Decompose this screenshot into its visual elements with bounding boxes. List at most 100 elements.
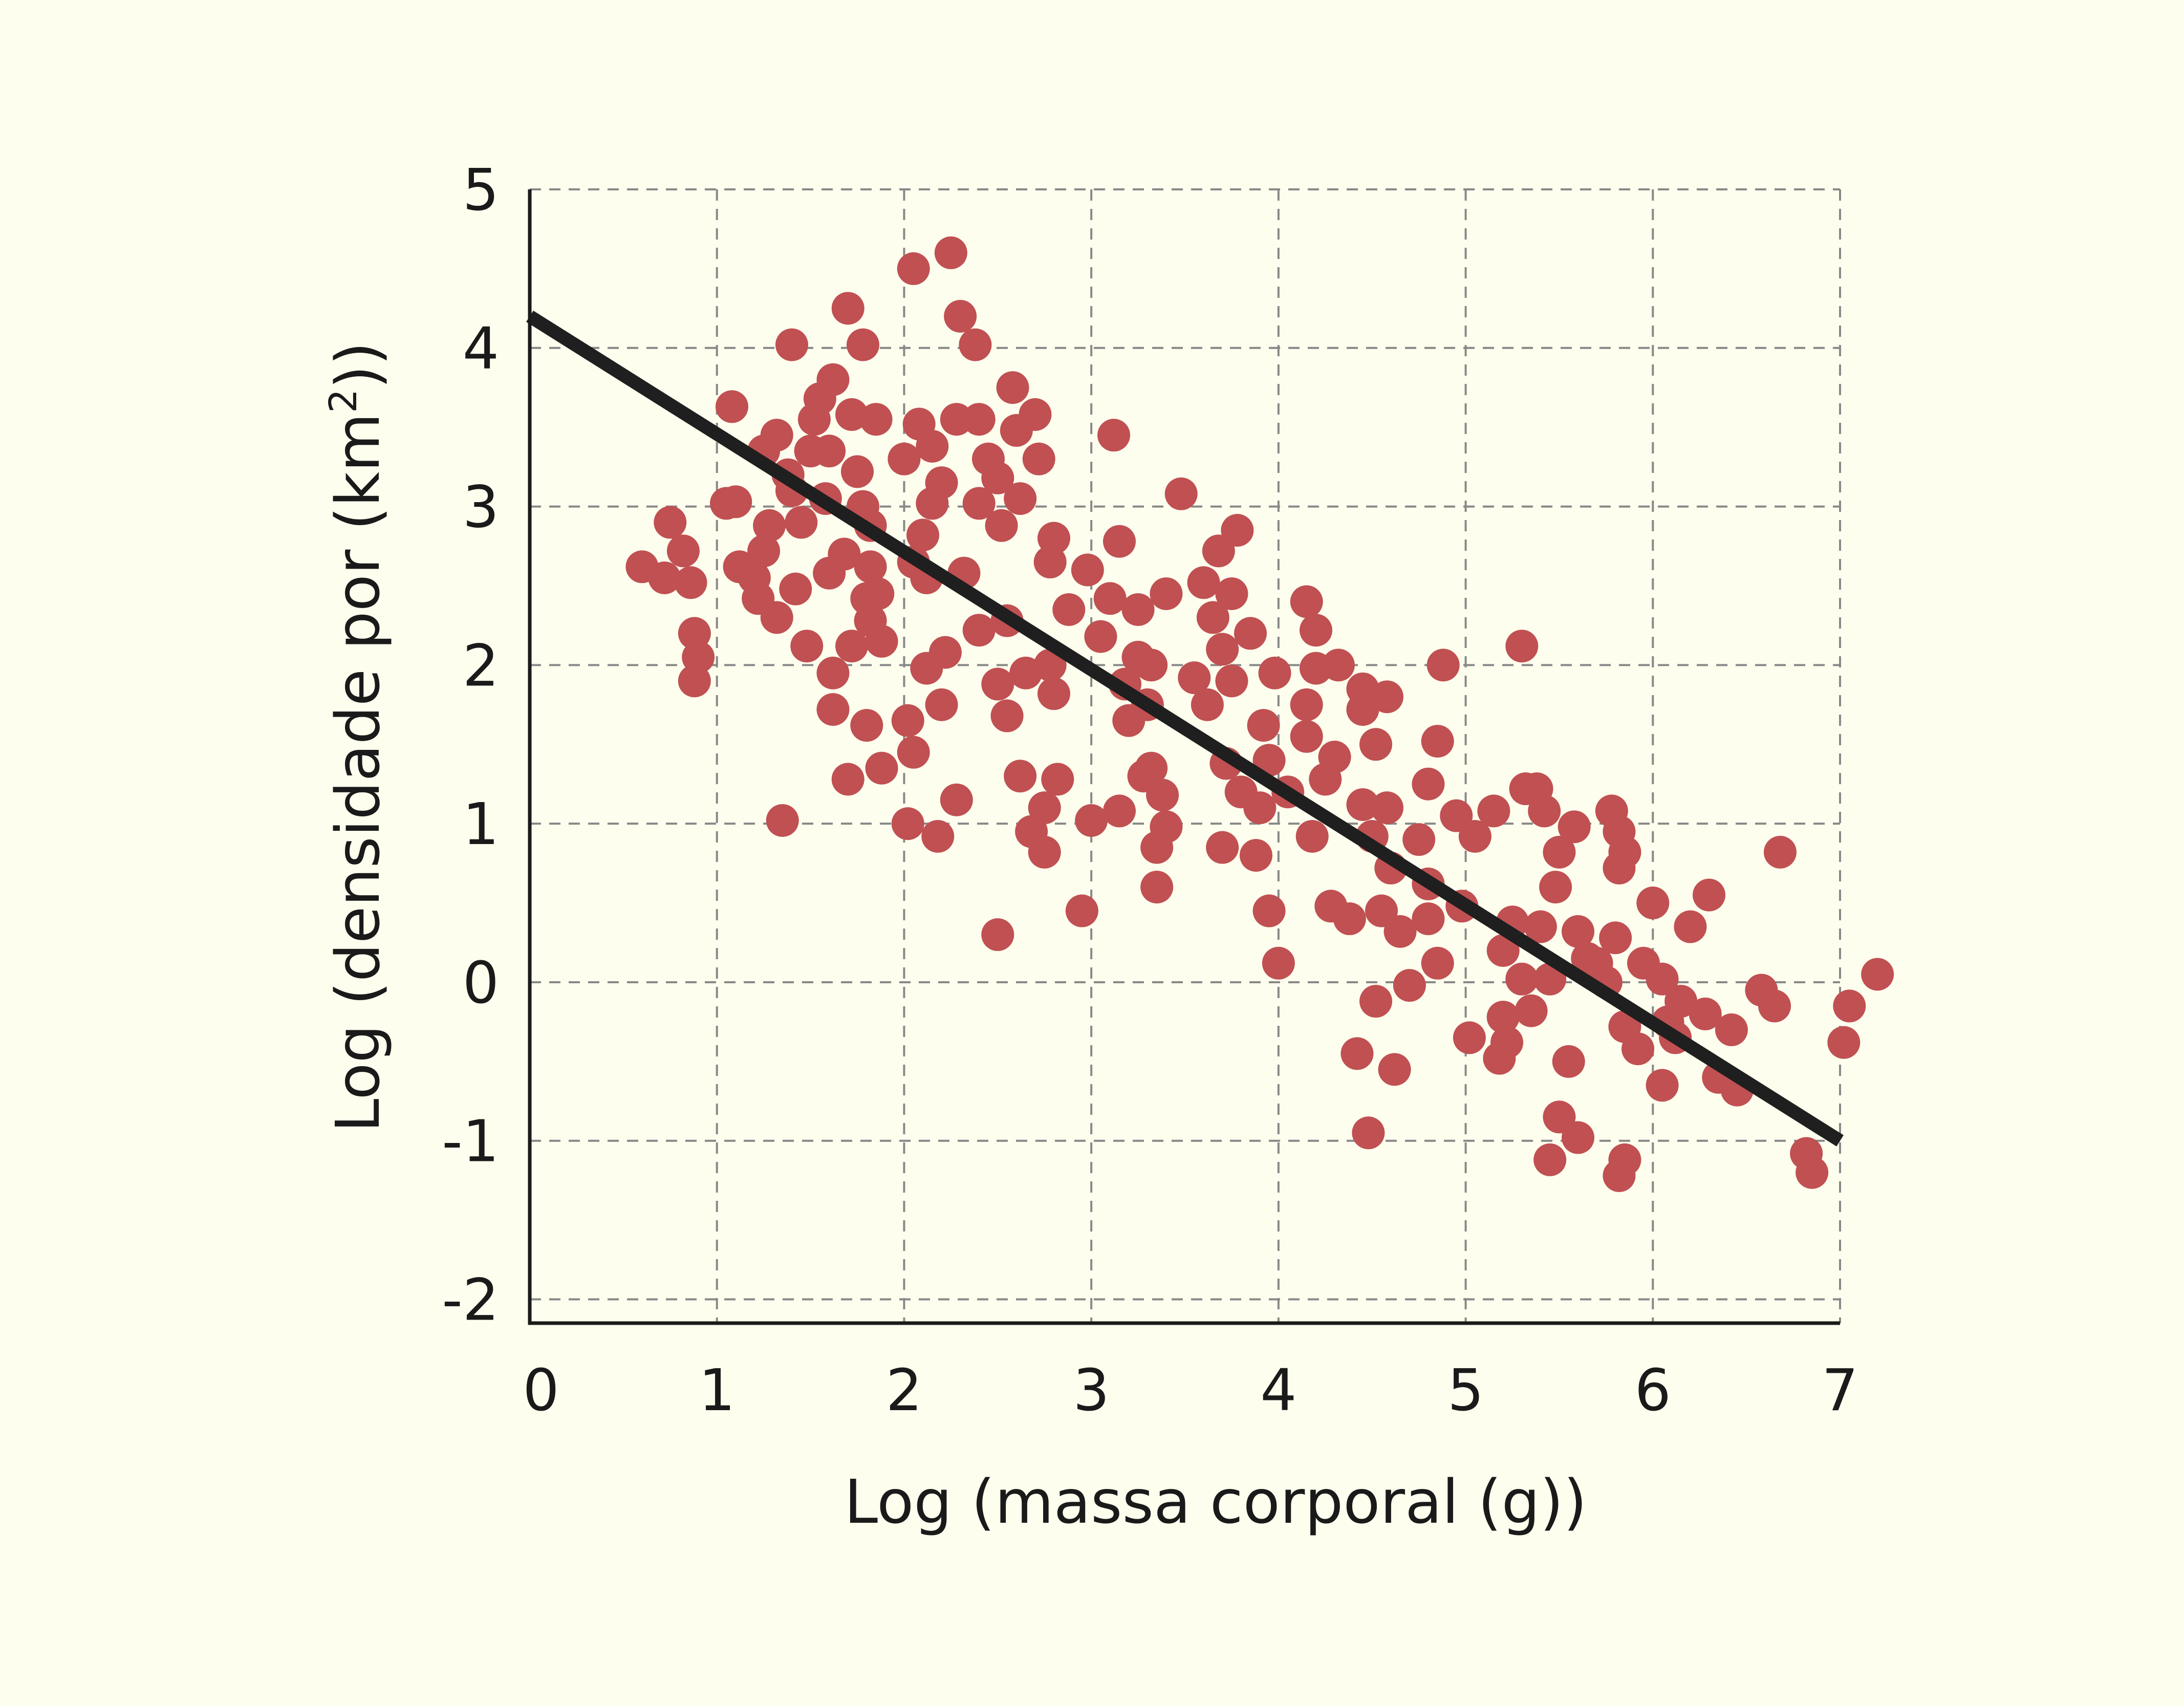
data-point-200 xyxy=(1562,915,1594,948)
data-point-29 xyxy=(813,435,846,468)
data-point-98 xyxy=(1052,593,1086,626)
data-point-213 xyxy=(1621,1032,1655,1066)
data-point-210 xyxy=(1608,835,1641,869)
data-point-191 xyxy=(1524,910,1557,943)
data-point-71 xyxy=(921,819,955,853)
data-point-167 xyxy=(1383,915,1417,948)
data-point-70 xyxy=(891,807,924,840)
y-axis-title-main: Log (densidade por (km xyxy=(322,413,393,1133)
data-point-21 xyxy=(779,572,812,606)
data-point-182 xyxy=(1486,1001,1520,1034)
data-point-49 xyxy=(831,763,864,796)
data-point-48 xyxy=(865,624,898,658)
data-point-173 xyxy=(1421,946,1454,980)
data-point-215 xyxy=(1636,887,1670,920)
data-point-67 xyxy=(944,299,977,333)
data-point-40 xyxy=(846,328,879,361)
data-point-180 xyxy=(1477,794,1510,828)
data-point-122 xyxy=(1178,661,1211,695)
data-point-157 xyxy=(1346,788,1379,821)
data-point-50 xyxy=(865,751,898,785)
y-axis-title-superscript: 2 xyxy=(321,389,365,413)
x-tick-label-0: 0 xyxy=(523,1357,559,1424)
data-point-139 xyxy=(1252,894,1286,927)
data-point-201 xyxy=(1562,1121,1594,1154)
data-point-194 xyxy=(1533,1143,1567,1176)
data-point-172 xyxy=(1412,767,1445,801)
data-point-4 xyxy=(674,566,707,599)
x-tick-labels: 0 1 2 3 4 5 6 7 xyxy=(523,1357,1858,1424)
y-tick-label-2: 2 xyxy=(463,633,499,699)
data-point-72 xyxy=(940,783,973,816)
data-point-30 xyxy=(816,363,850,396)
y-tick-label-0: 0 xyxy=(463,950,499,1017)
trend-line xyxy=(526,310,1844,1147)
trend-line-group xyxy=(526,310,1844,1147)
data-point-92 xyxy=(1028,835,1061,869)
data-point-43 xyxy=(854,550,887,584)
data-point-85 xyxy=(1004,482,1037,515)
data-point-132 xyxy=(1221,514,1254,547)
data-point-95 xyxy=(1033,649,1067,682)
data-point-1 xyxy=(648,561,681,594)
data-point-225 xyxy=(1715,1013,1748,1046)
data-point-163 xyxy=(1370,791,1403,825)
data-point-196 xyxy=(1543,835,1576,869)
y-tick-label-4: 4 xyxy=(463,316,499,382)
data-point-131 xyxy=(1215,664,1248,698)
data-point-117 xyxy=(1140,871,1174,904)
data-point-80 xyxy=(985,509,1018,542)
data-point-233 xyxy=(1833,989,1866,1023)
data-point-146 xyxy=(1295,819,1329,853)
data-point-164 xyxy=(1370,680,1403,714)
data-point-32 xyxy=(816,656,850,689)
data-point-15 xyxy=(753,509,786,542)
data-point-158 xyxy=(1352,1116,1385,1150)
data-point-110 xyxy=(1121,593,1155,626)
data-point-229 xyxy=(1763,835,1797,869)
data-point-232 xyxy=(1827,1026,1861,1059)
data-point-234 xyxy=(1861,958,1894,991)
data-point-183 xyxy=(1486,934,1520,967)
data-point-151 xyxy=(1318,741,1351,774)
data-point-107 xyxy=(1103,794,1136,828)
data-point-3 xyxy=(666,534,700,568)
data-point-198 xyxy=(1552,1045,1585,1078)
data-point-91 xyxy=(1028,791,1061,825)
data-point-57 xyxy=(906,519,939,552)
data-point-97 xyxy=(1041,763,1074,796)
data-point-79 xyxy=(981,667,1014,701)
data-point-90 xyxy=(1022,442,1055,476)
y-tick-label--2: -2 xyxy=(442,1267,499,1334)
y-tick-labels: -2 -1 0 1 2 3 4 5 xyxy=(442,157,499,1334)
data-point-156 xyxy=(1346,693,1379,726)
data-point-174 xyxy=(1421,725,1454,758)
y-tick-label-1: 1 xyxy=(463,791,499,858)
x-tick-label-6: 6 xyxy=(1635,1357,1671,1424)
data-point-137 xyxy=(1247,709,1280,742)
data-point-24 xyxy=(790,630,824,663)
data-point-38 xyxy=(841,455,874,488)
data-point-104 xyxy=(1093,582,1127,615)
data-point-106 xyxy=(1103,525,1136,558)
data-point-169 xyxy=(1402,823,1436,856)
data-point-47 xyxy=(861,577,895,610)
data-point-179 xyxy=(1458,819,1491,853)
data-point-23 xyxy=(775,328,808,361)
data-point-166 xyxy=(1378,1053,1411,1086)
data-point-189 xyxy=(1515,994,1548,1027)
data-point-62 xyxy=(925,466,958,500)
data-point-120 xyxy=(1150,577,1183,610)
data-point-130 xyxy=(1215,577,1248,610)
data-point-192 xyxy=(1528,794,1561,828)
data-point-124 xyxy=(1191,688,1224,721)
x-tick-label-4: 4 xyxy=(1260,1357,1296,1424)
data-point-195 xyxy=(1539,871,1572,904)
data-point-114 xyxy=(1135,649,1168,682)
data-point-99 xyxy=(981,918,1014,952)
data-point-153 xyxy=(1333,902,1366,936)
data-point-222 xyxy=(1689,997,1722,1030)
data-point-33 xyxy=(816,693,850,726)
data-point-53 xyxy=(891,704,924,737)
x-tick-label-5: 5 xyxy=(1447,1357,1484,1424)
